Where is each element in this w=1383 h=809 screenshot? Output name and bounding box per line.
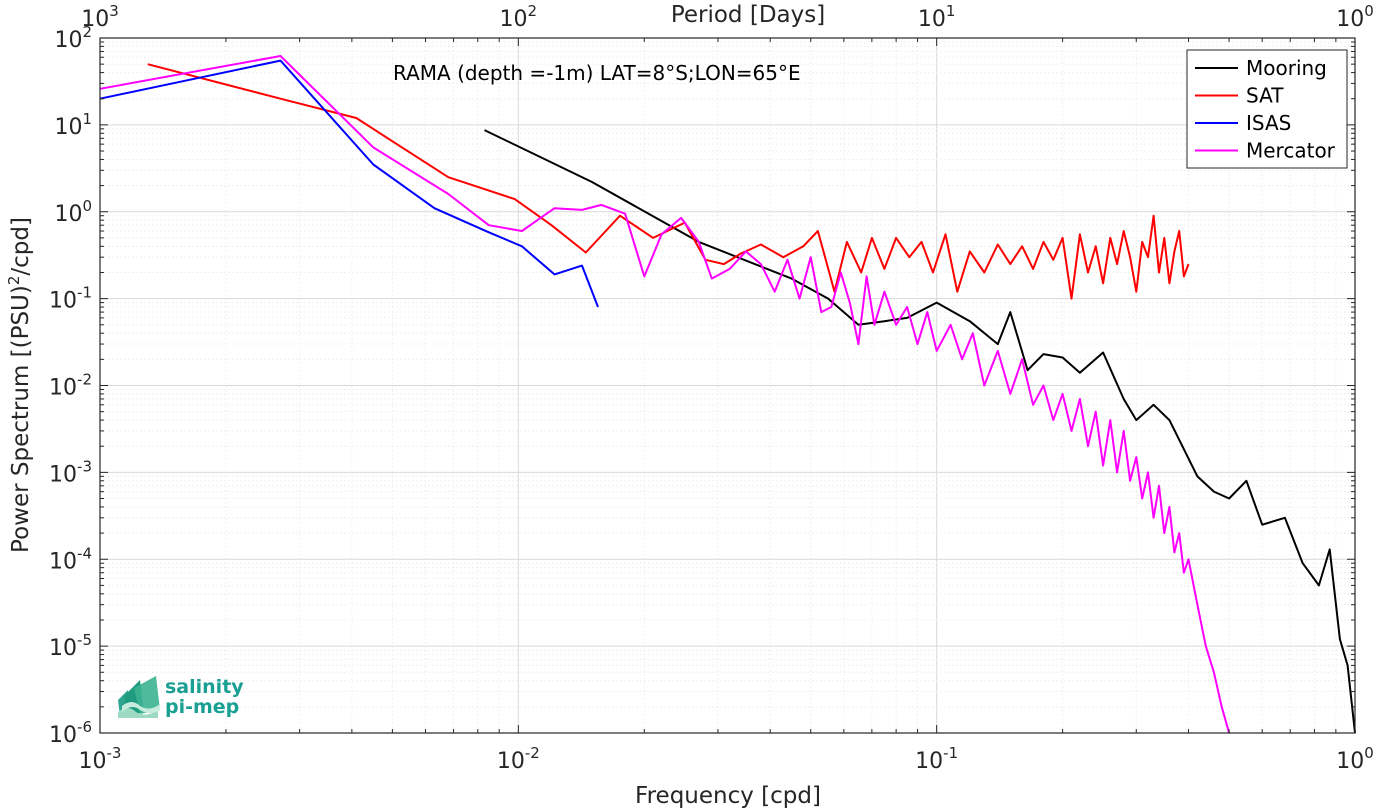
y-tick-label: 10-5	[49, 631, 92, 661]
legend-box	[1186, 49, 1348, 169]
chart-annotation: RAMA (depth =-1m) LAT=8°S;LON=65°E	[393, 61, 801, 85]
top-tick-label: 101	[918, 2, 956, 32]
series-line-isas	[99, 59, 599, 308]
y-tick-label: 10-4	[49, 544, 92, 574]
logo-mark-icon	[118, 676, 160, 718]
x-tick-label: 100	[1336, 744, 1374, 774]
tick-marks	[99, 37, 1356, 734]
series-line-sat	[147, 63, 1190, 300]
y-tick-label: 10-6	[49, 718, 92, 748]
x-tick-label: 10-2	[497, 744, 540, 774]
legend-label-mercator: Mercator	[1246, 139, 1336, 163]
y-axis-label: Power Spectrum [(PSU)2/cpd]	[5, 217, 34, 553]
y-tick-label: 10-2	[49, 371, 92, 401]
logo-text-salinity: salinity	[165, 676, 244, 698]
legend: Mooring SAT ISAS Mercator	[1186, 49, 1348, 169]
top-tick-label: 103	[81, 2, 119, 32]
y-tick-label: 102	[54, 23, 92, 53]
x-tick-label: 10-3	[79, 744, 122, 774]
series-layer	[99, 55, 1356, 734]
y-tick-label: 10-3	[49, 457, 92, 487]
top-tick-label: 102	[500, 2, 538, 32]
y-tick-label: 101	[54, 110, 92, 140]
legend-label-mooring: Mooring	[1246, 56, 1327, 80]
x-tick-label: 10-1	[915, 744, 958, 774]
series-line-mercator	[99, 55, 1231, 734]
y-tick-label: 10-1	[49, 284, 92, 314]
top-tick-labels: 103 102 101 100	[81, 2, 1374, 32]
legend-label-sat: SAT	[1246, 84, 1284, 108]
x-tick-labels: 10-3 10-2 10-1 100	[79, 744, 1374, 774]
x-axis-label: Frequency [cpd]	[635, 783, 821, 809]
grid	[99, 38, 1355, 734]
top-tick-label: 100	[1336, 2, 1374, 32]
y-tick-labels: 102 101 100 10-1 10-2 10-3 10-4 10-5 10-6	[49, 23, 92, 748]
legend-label-isas: ISAS	[1246, 111, 1291, 135]
y-tick-label: 100	[54, 197, 92, 227]
logo-text-pi-mep: pi-mep	[165, 696, 239, 718]
top-axis-label: Period [Days]	[671, 2, 825, 28]
salinity-pi-mep-logo: salinity pi-mep	[118, 676, 244, 718]
series-line-mooring	[484, 129, 1356, 734]
